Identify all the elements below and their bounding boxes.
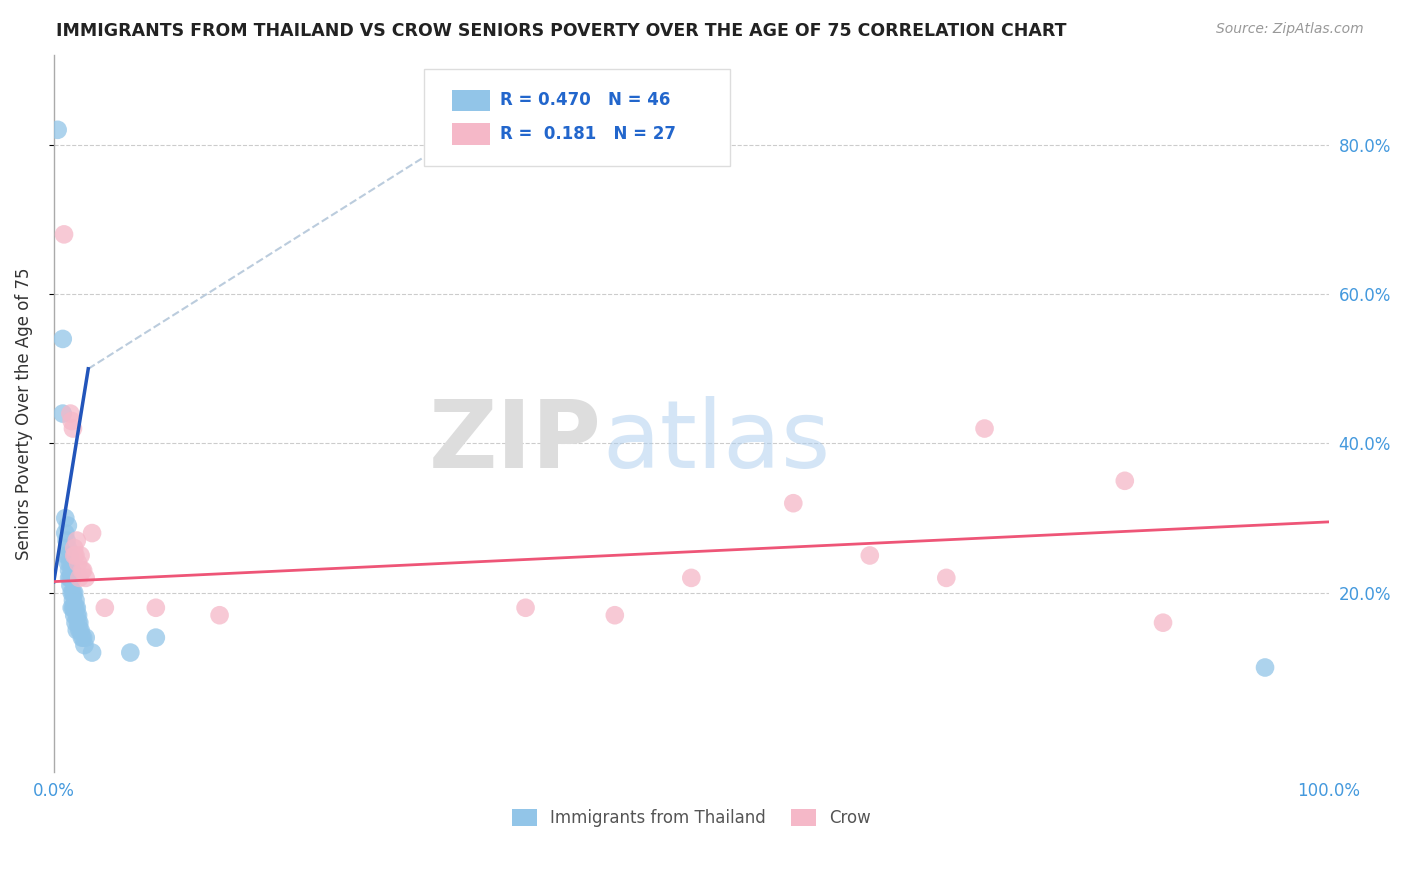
Point	[73, 638, 96, 652]
Point	[46, 123, 69, 137]
Point	[60, 571, 83, 585]
Point	[66, 608, 89, 623]
Text: R = 0.470   N = 46: R = 0.470 N = 46	[501, 91, 671, 110]
Point	[62, 593, 84, 607]
Point	[65, 615, 87, 630]
Point	[973, 421, 995, 435]
Point	[59, 571, 82, 585]
Point	[60, 414, 83, 428]
Point	[69, 623, 91, 637]
Point	[56, 556, 79, 570]
Point	[72, 563, 94, 577]
Point	[1114, 474, 1136, 488]
Point	[75, 631, 97, 645]
Point	[69, 549, 91, 563]
Point	[63, 608, 86, 623]
Point	[80, 646, 103, 660]
Point	[67, 571, 90, 585]
Point	[70, 631, 93, 645]
Point	[52, 407, 75, 421]
Text: atlas: atlas	[602, 396, 831, 488]
Point	[1152, 615, 1174, 630]
Point	[145, 600, 167, 615]
Point	[63, 541, 86, 555]
Point	[62, 600, 84, 615]
Text: IMMIGRANTS FROM THAILAND VS CROW SENIORS POVERTY OVER THE AGE OF 75 CORRELATION : IMMIGRANTS FROM THAILAND VS CROW SENIORS…	[56, 22, 1067, 40]
Point	[65, 600, 87, 615]
Point	[53, 227, 76, 242]
Point	[58, 549, 80, 563]
Point	[56, 518, 79, 533]
Point	[681, 571, 703, 585]
Point	[145, 631, 167, 645]
Point	[67, 615, 90, 630]
Point	[208, 608, 231, 623]
Point	[859, 549, 882, 563]
Point	[55, 549, 77, 563]
Point	[94, 600, 117, 615]
Point	[67, 608, 90, 623]
Point	[67, 623, 90, 637]
Point	[56, 541, 79, 555]
Point	[80, 526, 103, 541]
Point	[62, 586, 84, 600]
Point	[55, 533, 77, 548]
Point	[60, 600, 83, 615]
Point	[63, 600, 86, 615]
Point	[60, 586, 83, 600]
Point	[63, 586, 86, 600]
Point	[59, 407, 82, 421]
Point	[67, 615, 90, 630]
Point	[66, 623, 89, 637]
Point	[603, 608, 626, 623]
Point	[66, 533, 89, 548]
Point	[66, 600, 89, 615]
Point	[59, 556, 82, 570]
Point	[63, 549, 86, 563]
Point	[62, 421, 84, 435]
Point	[59, 578, 82, 592]
Text: Source: ZipAtlas.com: Source: ZipAtlas.com	[1216, 22, 1364, 37]
Point	[58, 571, 80, 585]
Point	[120, 646, 142, 660]
Point	[782, 496, 804, 510]
Point	[60, 563, 83, 577]
Text: R =  0.181   N = 27: R = 0.181 N = 27	[501, 125, 676, 143]
Point	[62, 571, 84, 585]
Point	[53, 511, 76, 525]
Point	[53, 526, 76, 541]
Bar	[451, 123, 489, 145]
Point	[70, 563, 93, 577]
Point	[67, 556, 90, 570]
Point	[65, 549, 87, 563]
Y-axis label: Seniors Poverty Over the Age of 75: Seniors Poverty Over the Age of 75	[15, 268, 32, 560]
Point	[935, 571, 957, 585]
Point	[75, 571, 97, 585]
Point	[65, 593, 87, 607]
Point	[52, 332, 75, 346]
Point	[72, 631, 94, 645]
Point	[515, 600, 537, 615]
Point	[1254, 660, 1277, 674]
FancyBboxPatch shape	[423, 70, 730, 166]
Point	[58, 563, 80, 577]
Bar	[451, 89, 489, 112]
Legend: Immigrants from Thailand, Crow: Immigrants from Thailand, Crow	[503, 801, 879, 836]
Text: ZIP: ZIP	[429, 396, 602, 488]
